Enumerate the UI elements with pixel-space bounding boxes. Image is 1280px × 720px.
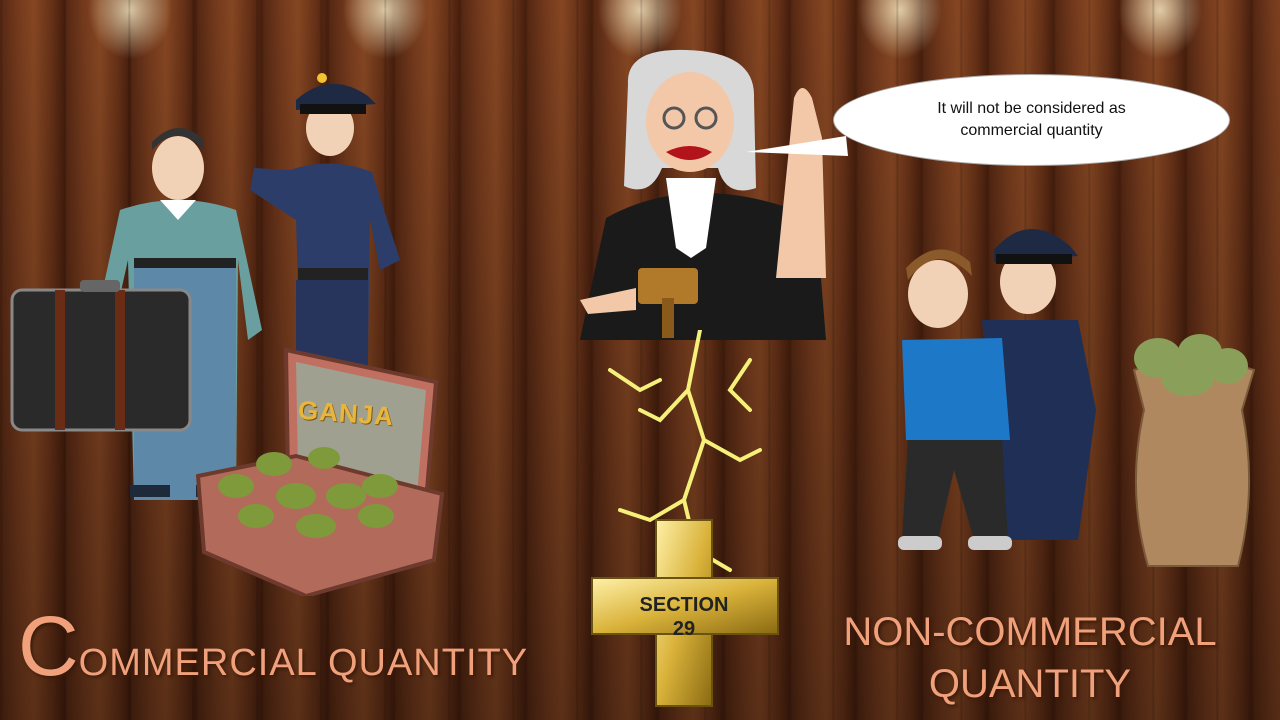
commercial-rest: OMMERCIAL QUANTITY xyxy=(78,642,529,684)
non-commercial-line2: QUANTITY xyxy=(928,662,1132,706)
speech-bubble-line1: It will not be considered as xyxy=(937,100,1126,117)
section-cross xyxy=(591,519,779,707)
section-label: SECTION 29 xyxy=(604,593,764,641)
gavel xyxy=(638,268,698,304)
section-label-line2: 29 xyxy=(672,618,696,640)
man-head xyxy=(152,136,204,200)
non-commercial-quantity-title: NON-COMMERCIAL QUANTITY xyxy=(800,606,1260,710)
section-label-line1: SECTION xyxy=(639,594,729,616)
speech-bubble: It will not be considered as commercial … xyxy=(833,74,1230,166)
commercial-first-letter: C xyxy=(18,599,79,693)
briefcase xyxy=(10,288,192,432)
open-suitcase-illustration xyxy=(196,347,445,596)
speech-bubble-tail xyxy=(746,136,848,156)
judge-face xyxy=(646,72,734,172)
speech-bubble-line2: commercial quantity xyxy=(960,122,1103,139)
sack-illustration xyxy=(1132,334,1256,567)
suitcase-label: GANJA xyxy=(297,394,395,432)
commercial-quantity-title: COMMERCIAL QUANTITY xyxy=(18,598,528,695)
non-commercial-line1: NON-COMMERCIAL xyxy=(843,610,1217,654)
arrest-illustration xyxy=(898,228,1096,550)
judge-illustration xyxy=(580,49,826,340)
